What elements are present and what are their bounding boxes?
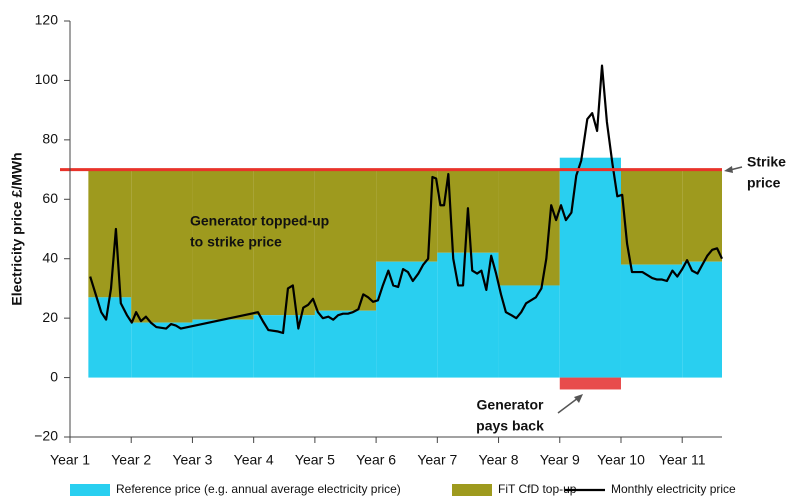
x-tick-label: Year 10	[597, 452, 645, 468]
top-up	[88, 169, 132, 298]
annotation: Generator topped-up	[190, 213, 329, 229]
y-tick-label: 120	[35, 12, 59, 28]
arrow-head	[574, 394, 583, 403]
x-tick-label: Year 4	[234, 452, 274, 468]
annotation: to strike price	[190, 234, 282, 250]
reference-step	[620, 264, 683, 378]
reference-step	[559, 157, 621, 378]
arrow-head	[724, 166, 733, 173]
top-up	[192, 169, 254, 320]
top-up	[498, 169, 560, 286]
x-tick-label: Year 11	[659, 452, 706, 468]
top-up	[253, 169, 315, 316]
reference-step	[131, 322, 193, 378]
plot	[60, 64, 723, 390]
x-tick-label: Year 7	[417, 452, 457, 468]
reference-step	[314, 310, 377, 378]
reference-step	[376, 261, 438, 378]
y-axis-label: Electricity price £/MWh	[9, 152, 25, 305]
annotation: Strike	[747, 154, 786, 170]
legend-label: Monthly electricity price	[611, 482, 736, 496]
y-tick-label: 40	[42, 249, 58, 265]
x-tick-label: Year 1	[50, 452, 90, 468]
y-tick-label: 100	[35, 71, 59, 87]
x-tick-label: Year 3	[172, 452, 212, 468]
legend-swatch	[70, 484, 110, 496]
top-up	[131, 169, 193, 323]
y-tick-label: −20	[34, 428, 58, 444]
x-tick-label: Year 6	[356, 452, 396, 468]
reference-step	[682, 261, 722, 378]
reference-step	[498, 285, 560, 378]
y-tick-label: 20	[42, 309, 58, 325]
legend-label: Reference price (e.g. annual average ele…	[116, 482, 401, 496]
x-tick-label: Year 2	[111, 452, 151, 468]
annotation: pays back	[476, 418, 544, 434]
arrow	[557, 397, 579, 414]
top-up	[682, 169, 722, 262]
top-up	[376, 169, 438, 262]
x-tick-label: Year 8	[479, 452, 519, 468]
annotation: Generator	[477, 397, 544, 413]
legend-swatch	[452, 484, 492, 496]
x-tick-label: Year 5	[295, 452, 335, 468]
payback	[559, 377, 621, 390]
top-up	[620, 169, 683, 265]
annotation: price	[747, 175, 781, 191]
reference-step	[192, 319, 254, 378]
y-tick-label: 60	[42, 190, 58, 206]
legend-label: FiT CfD top-up	[498, 482, 577, 496]
x-tick-label: Year 9	[540, 452, 580, 468]
top-up	[314, 169, 377, 311]
y-tick-label: 80	[42, 131, 58, 147]
monthly-price-line	[89, 64, 723, 335]
y-tick-label: 0	[50, 368, 58, 384]
